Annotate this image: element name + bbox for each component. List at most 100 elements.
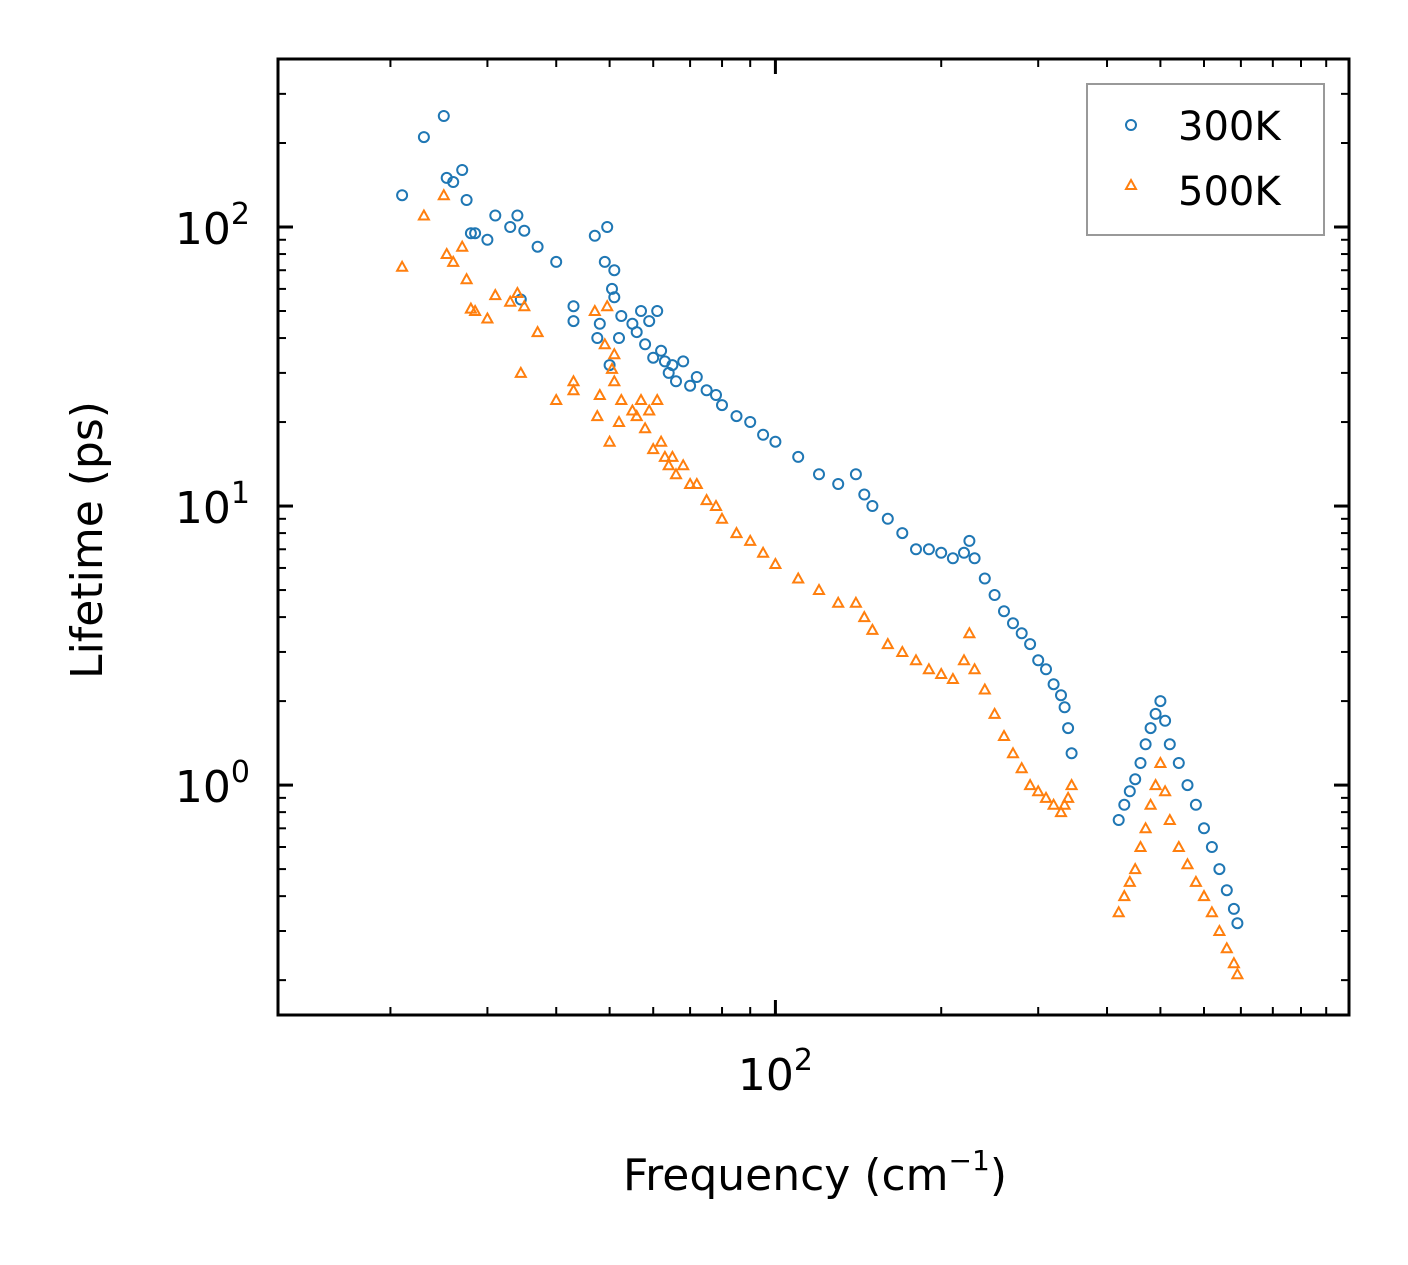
y-tick-label-100: 102 [175,197,250,255]
data-point-500k-40 [665,449,680,462]
data-point-300k-23 [601,221,614,233]
data-point-500k-27 [607,347,621,360]
data-point-500k-98 [1227,956,1241,969]
data-point-500k-25 [605,361,619,374]
data-point-500k-26 [607,374,621,387]
data-point-500k-91 [1172,839,1186,852]
y-tick-label-10: 101 [175,476,250,534]
data-point-500k-50 [756,545,770,558]
data-point-300k-20 [591,332,604,344]
data-point-300k-65 [963,534,976,547]
data-point-500k-3 [440,246,454,259]
data-point-300k-92 [1181,779,1194,792]
data-point-300k-86 [1144,722,1157,735]
y-axis-title: Lifetime (ps) [62,401,113,679]
data-point-500k-34 [642,403,656,416]
data-point-500k-33 [638,421,652,434]
data-point-300k-74 [1040,663,1052,676]
data-point-500k-73 [1031,784,1045,797]
data-point-500k-32 [634,392,648,405]
data-point-300k-50 [757,428,770,441]
data-point-300k-15 [531,240,544,253]
data-point-500k-83 [1128,862,1142,875]
data-point-500k-31 [630,409,644,422]
data-point-500k-12 [510,285,525,298]
data-point-500k-58 [881,637,895,650]
data-point-500k-81 [1117,889,1131,902]
data-point-500k-43 [683,476,697,489]
data-point-300k-57 [866,500,879,512]
data-point-500k-39 [662,458,676,471]
data-point-500k-93 [1189,874,1203,887]
data-point-500k-18 [566,383,581,396]
data-point-300k-95 [1205,841,1218,853]
data-point-300k-12 [511,209,524,222]
data-point-300k-68 [988,589,1001,601]
data-point-500k-36 [650,392,664,405]
data-point-500k-54 [831,595,845,608]
data-point-500k-24 [602,434,617,447]
data-point-300k-85 [1139,738,1152,751]
data-point-300k-5 [456,164,469,176]
data-point-500k-28 [612,414,626,427]
data-point-300k-32 [635,305,647,317]
data-point-500k-95 [1205,905,1219,918]
data-point-300k-98 [1227,902,1240,915]
data-point-300k-89 [1159,714,1172,727]
data-point-300k-47 [716,399,728,412]
data-point-300k-44 [690,371,703,383]
data-point-300k-1 [417,131,430,144]
x-axis-title: Frequency (cm−1) [623,1144,1007,1201]
data-point-500k-10 [488,288,502,301]
data-point-300k-83 [1129,773,1142,786]
data-point-500k-89 [1158,784,1172,797]
data-point-500k-82 [1123,874,1137,887]
data-point-300k-29 [615,310,628,322]
data-point-500k-74 [1039,790,1053,803]
data-point-500k-61 [922,662,936,675]
data-point-300k-25 [606,282,618,295]
data-point-500k-75 [1046,797,1061,810]
data-point-500k-51 [768,556,783,569]
data-point-500k-37 [654,434,668,447]
data-point-300k-28 [613,332,625,344]
data-point-500k-96 [1212,923,1227,936]
data-point-500k-84 [1133,839,1148,852]
data-point-300k-70 [1007,617,1019,630]
data-point-300k-41 [670,375,682,388]
data-point-500k-66 [967,662,982,675]
data-point-500k-78 [1061,790,1075,803]
data-point-300k-53 [813,468,825,481]
data-point-300k-46 [710,389,722,401]
legend-label-300k: 300K [1178,104,1282,150]
data-point-500k-0 [395,259,409,272]
data-point-500k-79 [1064,778,1079,791]
data-point-300k-6 [460,194,473,206]
data-point-300k-73 [1032,654,1045,667]
data-point-500k-87 [1148,778,1163,791]
data-point-500k-2 [437,188,451,201]
data-point-300k-34 [643,315,656,328]
data-point-300k-59 [896,527,909,540]
data-point-500k-29 [614,392,628,405]
data-point-500k-19 [588,303,602,316]
data-point-300k-27 [608,264,621,277]
data-point-500k-88 [1153,755,1168,768]
data-point-300k-9 [481,233,494,246]
data-point-500k-38 [658,449,672,462]
legend-label-500k: 500K [1178,169,1282,215]
data-point-300k-49 [744,416,757,428]
data-point-300k-4 [447,176,460,188]
data-point-500k-45 [699,493,714,506]
data-point-500k-60 [909,653,923,666]
data-point-300k-77 [1058,701,1071,714]
data-point-300k-22 [598,255,611,268]
data-point-500k-72 [1023,778,1037,791]
data-point-500k-5 [455,239,469,252]
data-point-300k-48 [730,410,743,423]
data-point-500k-30 [625,403,640,416]
data-point-300k-37 [655,344,668,357]
legend: 300K 500K [1086,83,1325,236]
data-point-500k-8 [468,303,482,316]
data-point-300k-75 [1047,678,1060,691]
